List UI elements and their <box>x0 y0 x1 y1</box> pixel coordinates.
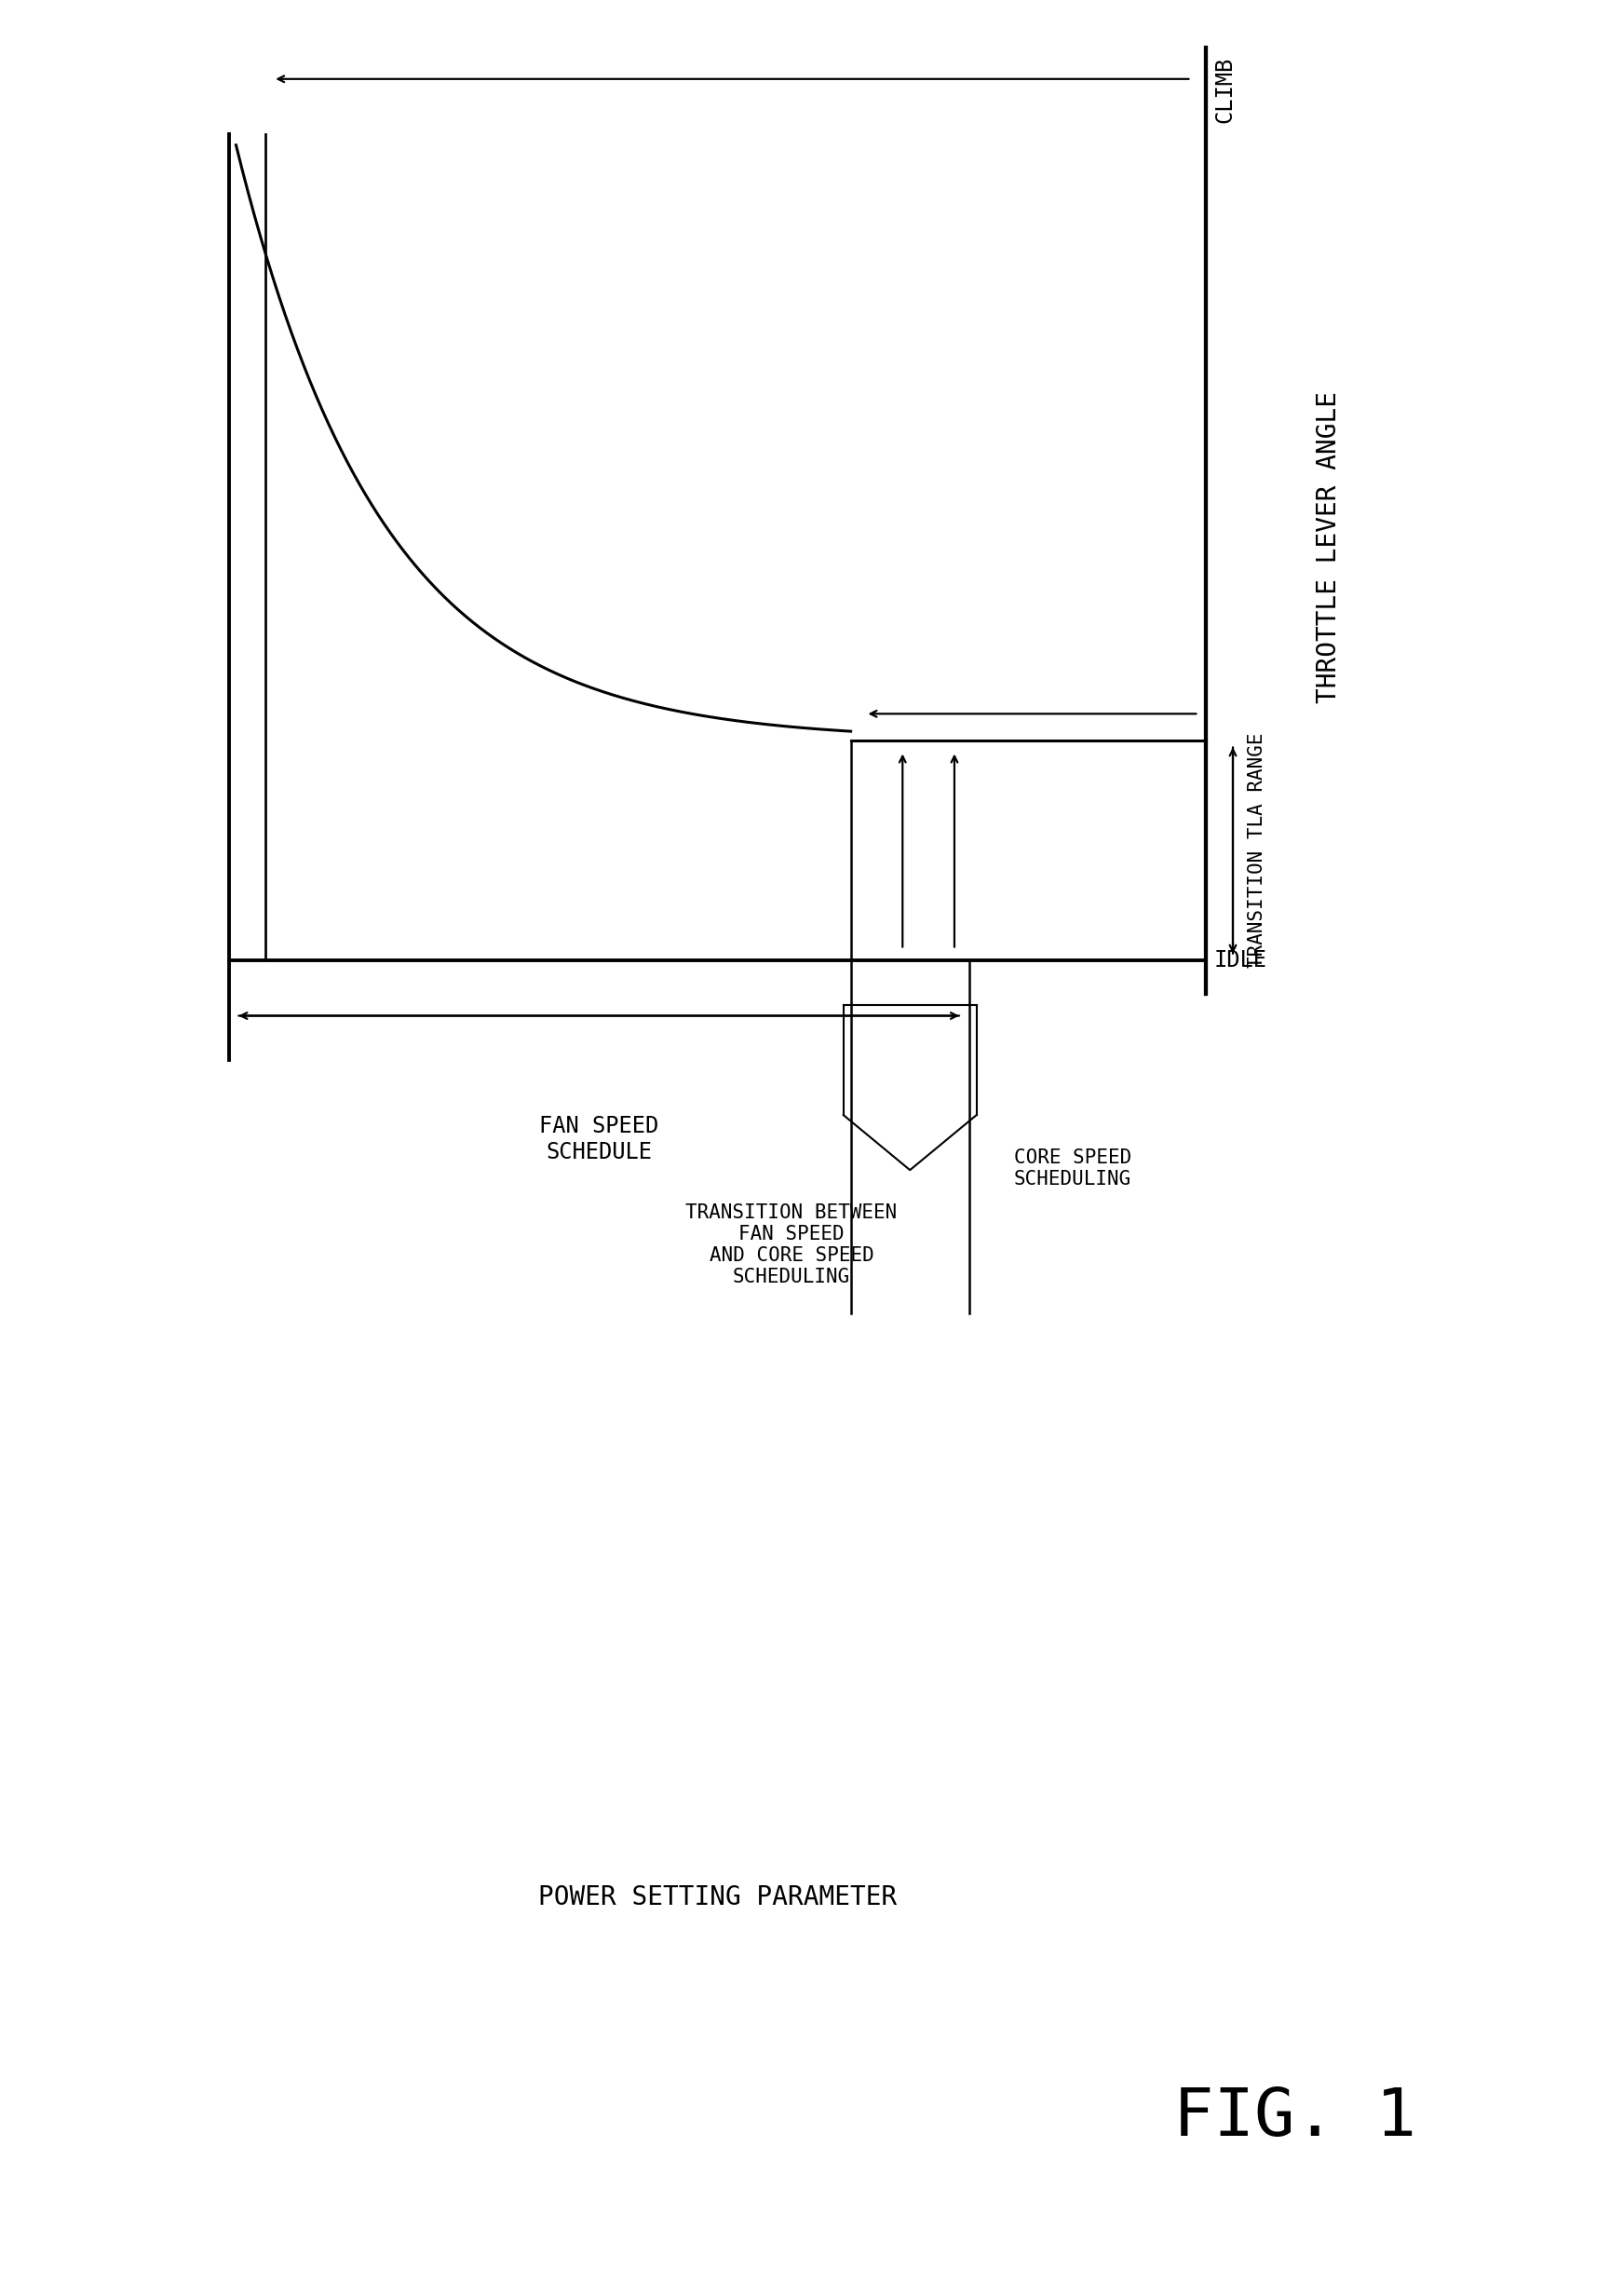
Text: CLIMB: CLIMB <box>1214 57 1236 124</box>
Text: CORE SPEED
SCHEDULING: CORE SPEED SCHEDULING <box>1014 1148 1132 1189</box>
Text: THROTTLE LEVER ANGLE: THROTTLE LEVER ANGLE <box>1315 390 1343 703</box>
Text: IDLE: IDLE <box>1214 951 1267 971</box>
Text: TRANSITION TLA RANGE: TRANSITION TLA RANGE <box>1248 732 1267 969</box>
Text: TRANSITION BETWEEN
FAN SPEED
AND CORE SPEED
SCHEDULING: TRANSITION BETWEEN FAN SPEED AND CORE SP… <box>686 1203 897 1286</box>
Text: FAN SPEED
SCHEDULE: FAN SPEED SCHEDULE <box>539 1116 658 1164</box>
Text: FIG. 1: FIG. 1 <box>1174 2085 1417 2149</box>
Text: POWER SETTING PARAMETER: POWER SETTING PARAMETER <box>538 1885 897 1910</box>
